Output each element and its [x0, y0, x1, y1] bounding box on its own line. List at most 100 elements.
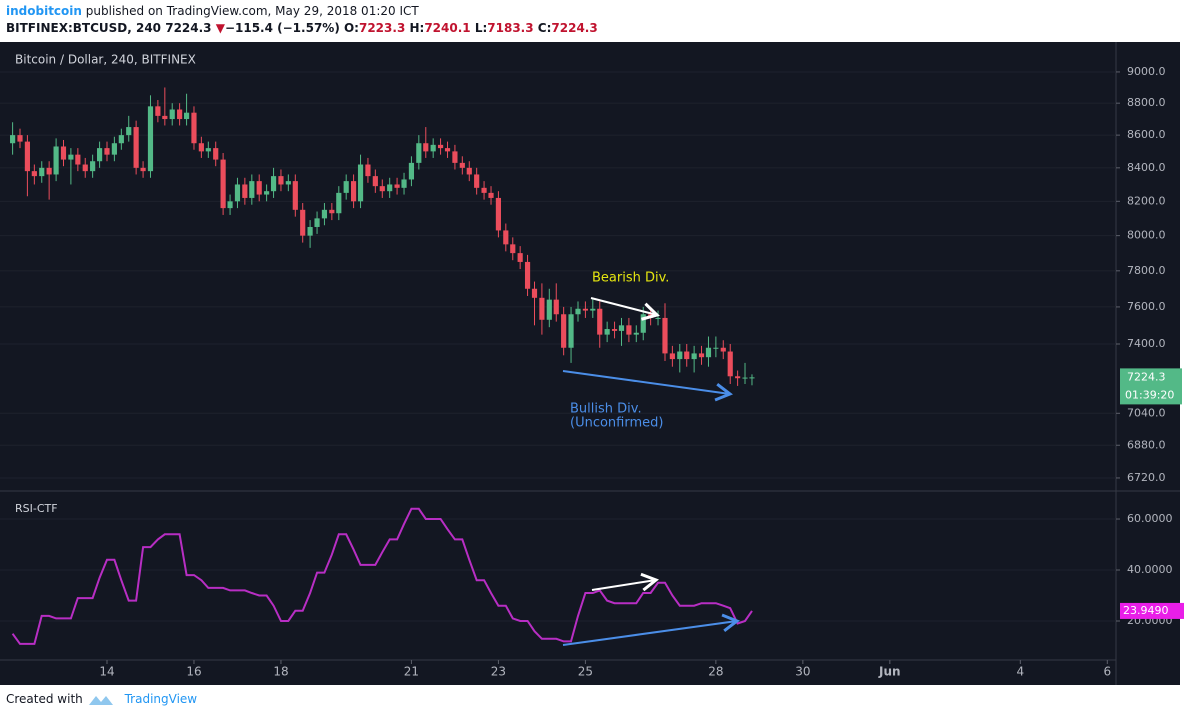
candle-body [459, 162, 465, 168]
last-price-label: 7224.3 [1127, 370, 1166, 383]
y-tick-label: 6720.0 [1127, 471, 1166, 484]
countdown: 01:39:20 [1125, 388, 1174, 401]
candle-body [691, 353, 697, 360]
ticker-line: BITFINEX:BTCUSD, 240 7224.3 ▼−115.4 (−1.… [6, 21, 598, 35]
candle-body [488, 192, 494, 198]
x-tick-label: 14 [99, 665, 114, 679]
o-label: O: [343, 21, 359, 35]
created-with: Created with [6, 692, 83, 706]
candle-body [575, 308, 581, 315]
annotation: Bullish Div. [570, 402, 642, 417]
x-tick-label: 4 [1016, 665, 1024, 679]
candle-body [104, 148, 110, 155]
l-label: L: [474, 21, 488, 35]
candle-body [256, 181, 262, 195]
rsi-last-label: 23.9490 [1123, 604, 1169, 617]
symbol: BITFINEX:BTCUSD, 240 [6, 21, 162, 35]
y-tick-label: 9000.0 [1127, 65, 1166, 78]
candle-body [387, 184, 393, 192]
candle-body [82, 164, 88, 172]
candle-body [126, 127, 132, 136]
candle-body [452, 151, 458, 163]
y-tick-label: 8600.0 [1127, 128, 1166, 141]
brand[interactable]: TradingView [124, 692, 198, 706]
chart: Bitcoin / Dollar, 240, BITFINEX RSI-CTF … [0, 42, 1184, 685]
candle-body [31, 171, 37, 177]
y-tick-label: 8200.0 [1127, 194, 1166, 207]
candle-body [205, 148, 211, 152]
candle-body [749, 377, 755, 379]
author[interactable]: indobitcoin [6, 4, 82, 18]
y-tick-label: 8800.0 [1127, 96, 1166, 109]
publish-line: indobitcoin published on TradingView.com… [6, 4, 419, 18]
last-price-box [1120, 368, 1182, 405]
down-arrow: ▼ [215, 21, 225, 35]
candle-body [75, 154, 81, 165]
candle-body [416, 143, 422, 163]
bullish-arrow [562, 370, 733, 402]
candle-body [90, 161, 96, 172]
candle-body [582, 308, 588, 311]
candle-body [162, 115, 168, 120]
footer: Created with TradingView [6, 692, 197, 706]
candle-body [669, 353, 675, 360]
candle-body [336, 192, 342, 214]
candle-body [720, 347, 726, 352]
candle-body [118, 135, 124, 144]
candle-body [350, 181, 357, 202]
candle-body [546, 299, 552, 320]
candle-body [539, 297, 545, 320]
logo [89, 696, 113, 705]
open: 7223.3 [358, 21, 406, 35]
candle-body [183, 112, 190, 120]
candle-body [727, 351, 733, 377]
candle-body [307, 226, 313, 236]
x-tick-label: 30 [795, 665, 810, 679]
candle-body [597, 308, 603, 335]
candle-body [357, 164, 364, 202]
candle-body [466, 167, 472, 175]
annotation: (Unconfirmed) [570, 416, 663, 431]
candle-body [213, 148, 219, 160]
y-tick-label: 7600.0 [1127, 300, 1166, 313]
bearish-arrow [590, 297, 660, 321]
candle-body [604, 329, 610, 335]
candle-body [408, 162, 415, 180]
candle-body [97, 148, 103, 162]
y-tick-label: 60.0000 [1127, 512, 1173, 525]
y-tick-label: 8400.0 [1127, 161, 1166, 174]
high: 7240.1 [424, 21, 471, 35]
x-tick-label: 16 [186, 665, 201, 679]
candle-body [713, 347, 719, 349]
candle-body [705, 347, 712, 358]
annotation: Bearish Div. [592, 271, 669, 286]
candle-body [111, 143, 117, 155]
candle-body [481, 187, 487, 193]
candle-body [474, 174, 480, 188]
candle-body [655, 317, 661, 319]
x-tick-label: 21 [404, 665, 419, 679]
candle-body [401, 179, 407, 188]
x-tick-label: 25 [578, 665, 593, 679]
candle-body [437, 144, 444, 149]
y-tick-label: 7040.0 [1127, 406, 1166, 419]
candle-body [46, 167, 52, 175]
rsi-bullish-arrow [562, 613, 740, 646]
y-tick-label: 6880.0 [1127, 438, 1166, 451]
candle-body [220, 159, 226, 209]
candle-body [561, 314, 567, 348]
change: −115.4 (−1.57%) [224, 21, 340, 35]
candle-body [372, 176, 378, 187]
candle-body [278, 176, 284, 185]
y-tick-label: 7800.0 [1127, 264, 1166, 277]
candle-body [735, 376, 741, 379]
background [0, 42, 1180, 685]
y-tick-label: 7400.0 [1127, 337, 1166, 350]
candle-body [677, 351, 683, 360]
candle-body [742, 377, 748, 379]
candle-body [53, 146, 59, 175]
candle-body [510, 244, 516, 254]
candle-body [365, 164, 371, 177]
candle-body [39, 167, 45, 177]
